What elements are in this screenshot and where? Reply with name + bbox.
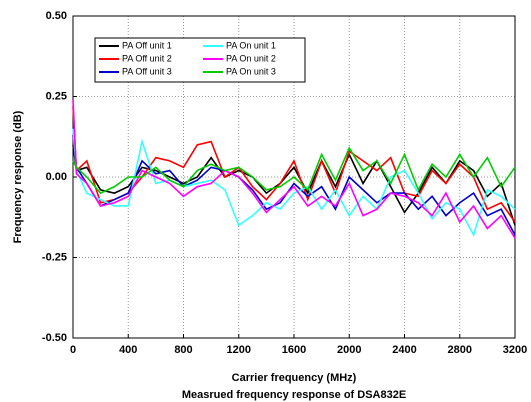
- series-line: [72, 135, 516, 236]
- x-tick-label: 800: [174, 344, 192, 356]
- x-tick-label: 3200: [503, 344, 527, 356]
- y-tick-label: 0.00: [46, 171, 67, 183]
- y-axis-label: Frequency response (dB): [12, 110, 24, 243]
- x-tick-label: 2800: [448, 344, 472, 356]
- legend-label: PA Off unit 1: [122, 40, 172, 50]
- y-tick-label: 0.50: [46, 10, 67, 22]
- x-axis-label: Carrier frequency (MHz): [232, 372, 357, 384]
- legend: PA Off unit 1 PA Off unit 2 PA Off unit 3 P…: [94, 37, 306, 83]
- x-tick-label: 400: [119, 344, 137, 356]
- legend-label: PA On unit 2: [226, 53, 276, 63]
- x-tick-label: 0: [70, 344, 76, 356]
- chart-title: Measrued frequency response of DSA832E: [182, 389, 406, 401]
- x-tick-label: 2000: [337, 344, 361, 356]
- x-tick-label: 1200: [227, 344, 251, 356]
- x-tick-label: 1600: [282, 344, 306, 356]
- legend-label: PA Off unit 3: [122, 66, 172, 76]
- legend-label: PA On unit 1: [226, 40, 276, 50]
- y-tick-label: -0.50: [42, 332, 67, 344]
- y-tick-label: -0.25: [42, 251, 67, 263]
- legend-label: PA On unit 3: [226, 66, 276, 76]
- legend-box: [94, 37, 306, 83]
- plot-frame: [72, 15, 516, 339]
- x-tick-label: 2400: [392, 344, 416, 356]
- series-line: [72, 128, 516, 238]
- legend-label: PA Off unit 2: [122, 53, 172, 63]
- series-line: [72, 146, 516, 195]
- series-line: [72, 99, 516, 239]
- y-tick-label: 0.25: [46, 90, 67, 102]
